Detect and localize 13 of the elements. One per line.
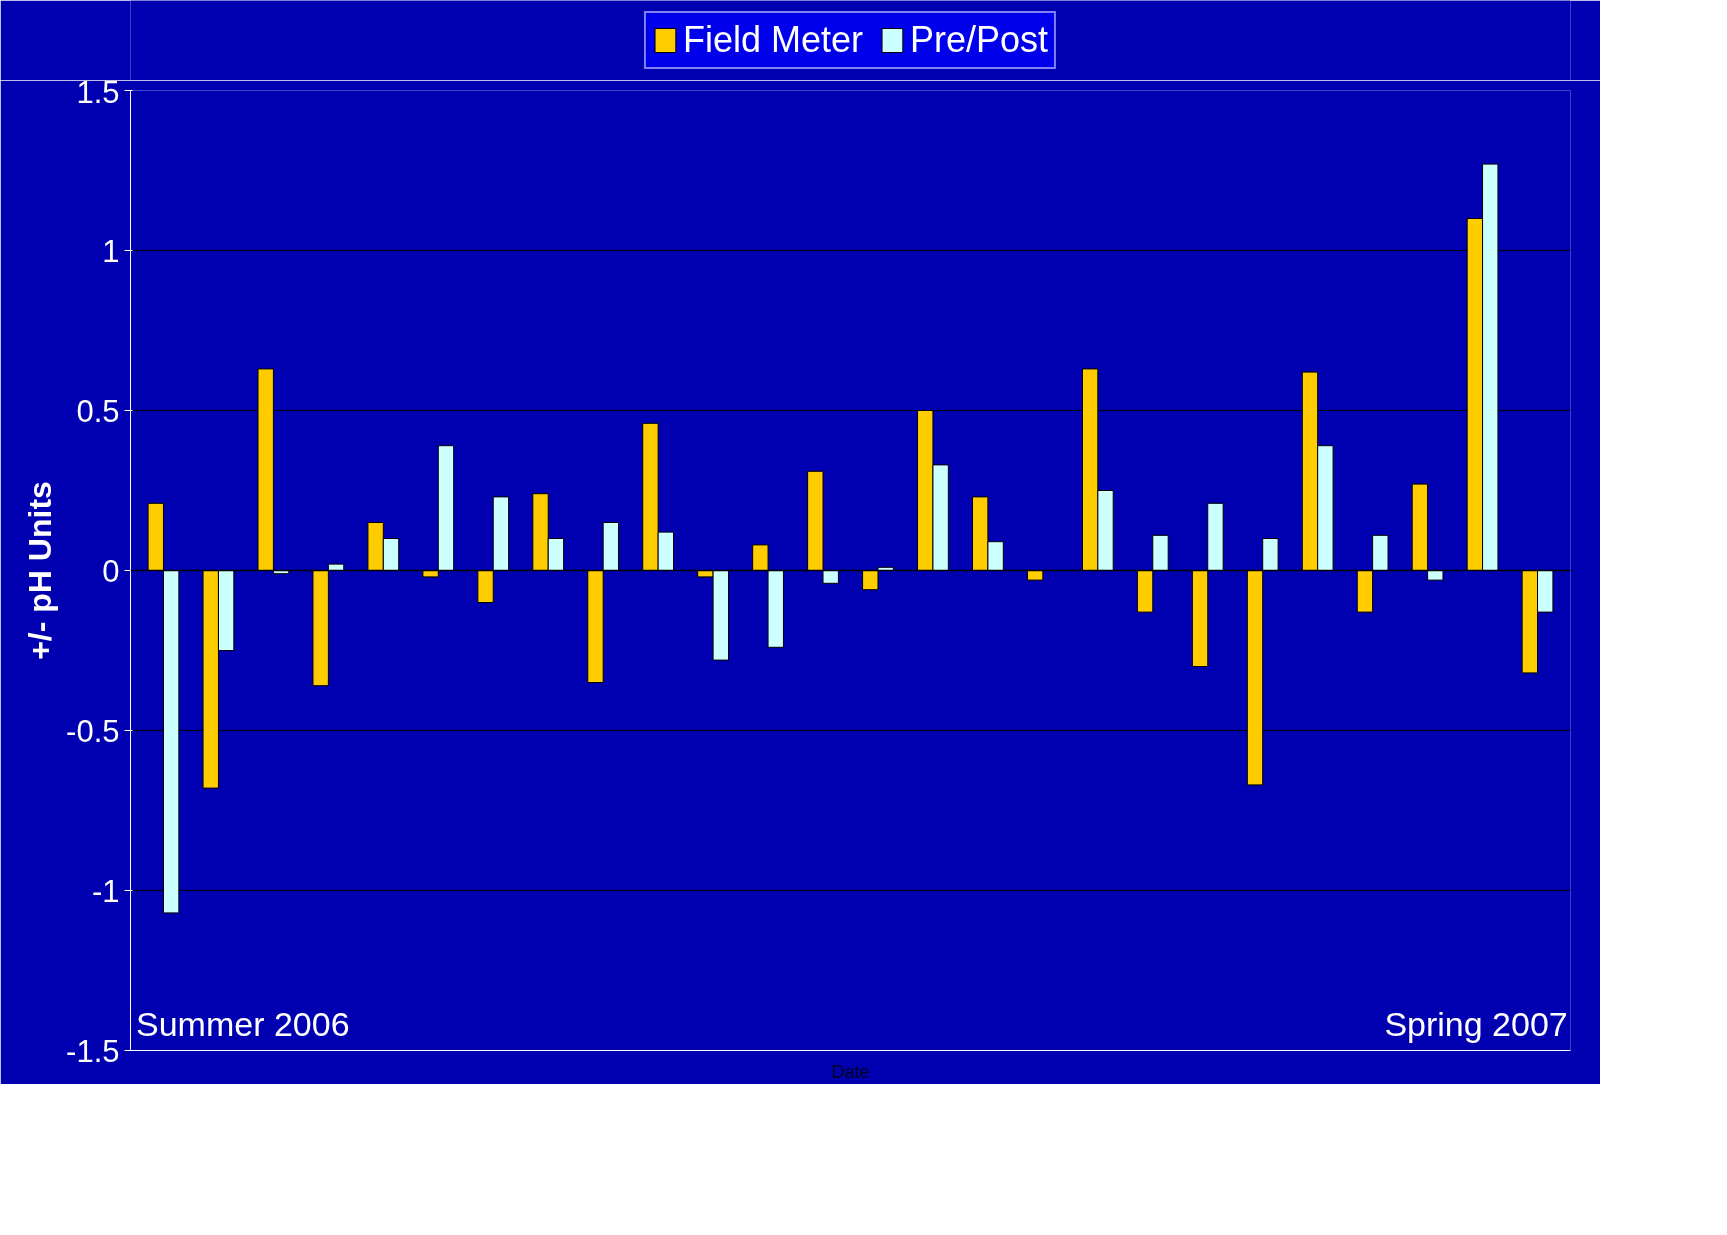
- y-tick-label: 1.5: [76, 74, 120, 110]
- legend-label: Field Meter: [682, 19, 863, 61]
- annotation: Summer 2006: [136, 1004, 350, 1043]
- y-tick-label: -0.5: [66, 713, 120, 749]
- x-axis-title: Date: [831, 1061, 870, 1082]
- y-tick-label: 0.5: [76, 393, 120, 429]
- y-tick-label: 1: [102, 233, 120, 269]
- legend-label: Pre/Post: [910, 19, 1049, 61]
- y-tick-label: -1.5: [66, 1033, 120, 1069]
- annotation: Spring 2007: [1384, 1004, 1568, 1043]
- y-axis-title: +/- pH Units: [22, 481, 59, 660]
- y-tick-label: 0: [102, 553, 120, 589]
- y-tick-label: -1: [91, 873, 120, 909]
